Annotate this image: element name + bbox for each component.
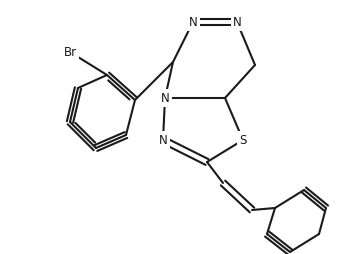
Text: N: N bbox=[160, 91, 169, 104]
Text: S: S bbox=[239, 134, 247, 147]
Text: Br: Br bbox=[64, 45, 77, 58]
Text: N: N bbox=[159, 134, 167, 147]
Text: N: N bbox=[189, 15, 197, 28]
Text: N: N bbox=[233, 15, 241, 28]
